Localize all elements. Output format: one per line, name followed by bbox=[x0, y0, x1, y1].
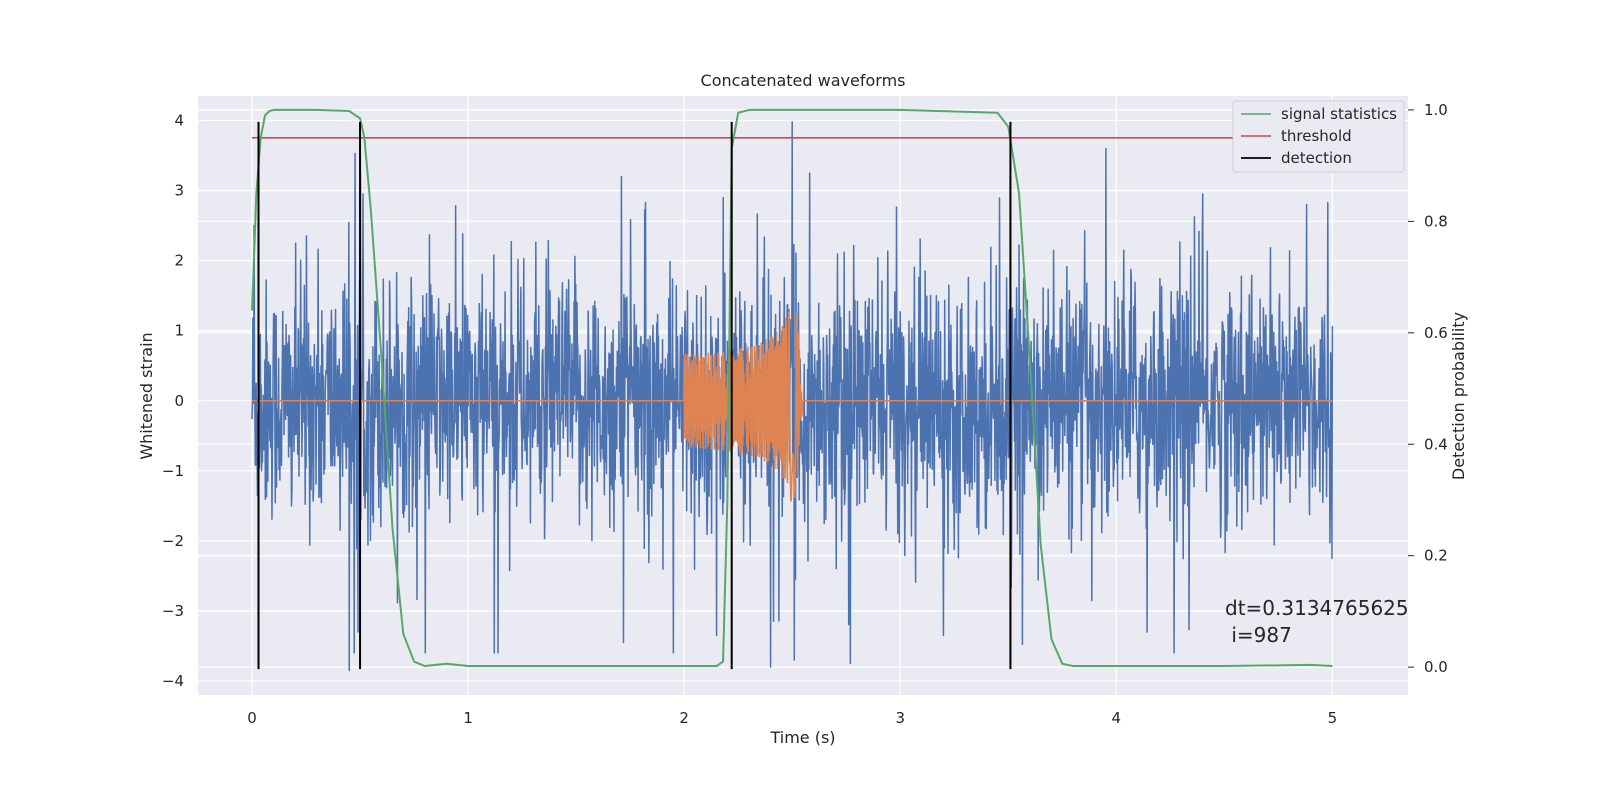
annotation-i: i=987 bbox=[1225, 623, 1292, 647]
annotation-dt: dt=0.3134765625 bbox=[1225, 596, 1409, 620]
chart-title: Concatenated waveforms bbox=[701, 71, 906, 90]
y-tick-label: −3 bbox=[162, 602, 184, 620]
y-right-tick-label: 0.0 bbox=[1424, 658, 1448, 676]
y-tick-label: 2 bbox=[174, 252, 184, 270]
x-tick-label: 2 bbox=[679, 709, 689, 727]
y-tick-label: −1 bbox=[162, 462, 184, 480]
y-tick-label: −2 bbox=[162, 532, 184, 550]
ticks: 0 1 2 3 4 5 −4 −3 −2 −1 0 1 2 3 4 0.0 0.2 0.4 0.6 0.8 1.0 bbox=[162, 101, 1448, 727]
legend-box bbox=[1232, 100, 1405, 173]
x-axis-label: Time (s) bbox=[769, 728, 835, 747]
y-right-tick-label: 1.0 bbox=[1424, 101, 1448, 119]
y-axis-label: Whitened strain bbox=[137, 332, 156, 459]
y-tick-label: 3 bbox=[174, 182, 184, 200]
x-tick-label: 0 bbox=[247, 709, 257, 727]
x-tick-label: 5 bbox=[1328, 709, 1338, 727]
y-right-tick-label: 0.4 bbox=[1424, 435, 1448, 453]
legend: signal statistics threshold detection bbox=[1232, 100, 1405, 173]
legend-label-threshold: threshold bbox=[1281, 127, 1352, 145]
y-right-tick-label: 0.2 bbox=[1424, 547, 1448, 565]
series-layer bbox=[251, 108, 1334, 672]
legend-label-signal-statistics: signal statistics bbox=[1281, 105, 1397, 123]
series-injected-waveform bbox=[252, 311, 1333, 502]
legend-label-detection: detection bbox=[1281, 149, 1352, 167]
series-whitened-strain-noise bbox=[251, 121, 1334, 672]
x-tick-label: 4 bbox=[1112, 709, 1122, 727]
y-right-tick-label: 0.6 bbox=[1424, 324, 1448, 342]
y-right-tick-label: 0.8 bbox=[1424, 212, 1448, 230]
series-signal-statistics bbox=[251, 108, 1333, 668]
y-tick-label: 1 bbox=[174, 322, 184, 340]
y-tick-label: 0 bbox=[174, 392, 184, 410]
y-tick-label: 4 bbox=[174, 112, 184, 130]
y-axis-right-label: Detection probability bbox=[1449, 312, 1468, 480]
x-tick-label: 1 bbox=[463, 709, 473, 727]
x-tick-label: 3 bbox=[895, 709, 905, 727]
y-tick-label: −4 bbox=[162, 672, 184, 690]
